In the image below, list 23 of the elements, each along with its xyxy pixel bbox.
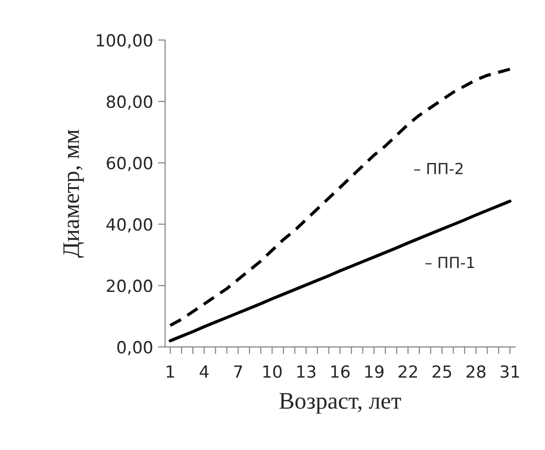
y-tick-label: 20,00 [106, 280, 152, 294]
y-tick-label: 60,00 [106, 156, 152, 172]
x-tick-label: 25 [432, 365, 452, 378]
text: – ПП-2 [414, 162, 463, 174]
line-series [168, 200, 512, 342]
y-axis-title: Диаметр, мм [63, 130, 84, 258]
x-tick-label: 10 [263, 365, 282, 378]
x-tick-label: 16 [331, 365, 350, 378]
x-tick-label: 22 [398, 365, 417, 378]
line-series [168, 68, 512, 327]
x-tick-label: 28 [466, 365, 486, 378]
x-tick-label: 7 [234, 366, 242, 378]
y-tick-label: 0,00 [117, 340, 152, 356]
x-tick-label: 13 [297, 365, 316, 378]
y-tick-label: 40,00 [106, 218, 152, 232]
x-tick-label: 1 [166, 366, 174, 378]
x-tick-label: 4 [200, 366, 209, 378]
y-tick-label: 80,00 [106, 95, 152, 110]
series-label: – ПП-1 [425, 256, 474, 268]
x-axis-title: Возраст, лет [279, 393, 402, 414]
x-tick-label: 31 [500, 365, 519, 378]
x-tick-label: 19 [365, 365, 384, 378]
y-tick-label: 100,00 [96, 34, 152, 48]
